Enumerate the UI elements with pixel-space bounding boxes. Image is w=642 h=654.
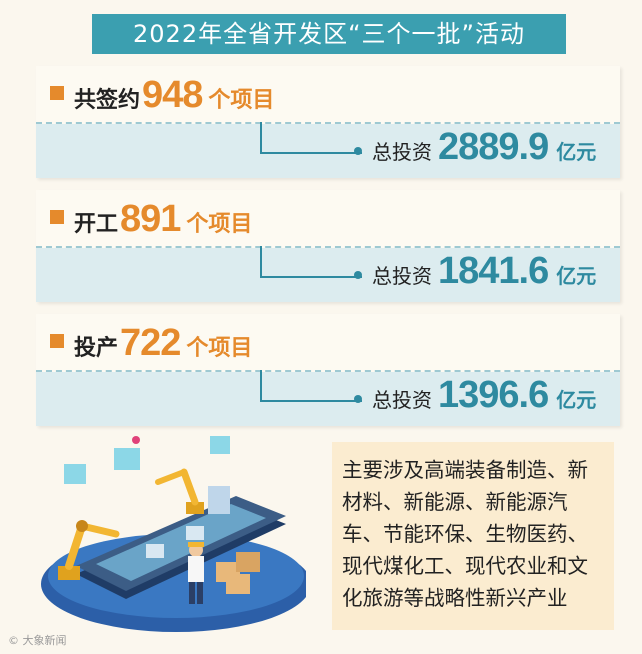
stat-card-signed: 共签约 948 个项目 总投资 2889.9 亿元	[36, 66, 620, 178]
investment-label: 总投资	[372, 140, 432, 164]
watermark-logo: © 大象新闻	[8, 634, 67, 647]
investment-unit: 亿元	[556, 388, 597, 412]
connector-line	[260, 246, 362, 278]
count-unit: 个项目	[186, 336, 253, 361]
investment-value: 1841.6	[438, 250, 549, 292]
investment-line: 总投资 1396.6 亿元	[372, 374, 596, 420]
investment-label: 总投资	[372, 388, 432, 412]
stat-label: 开工	[74, 212, 119, 237]
investment-value: 2889.9	[438, 126, 549, 168]
card-header: 开工 891 个项目	[36, 190, 620, 248]
project-count: 722	[120, 322, 181, 364]
factory-illustration	[41, 436, 306, 632]
industry-section: 主要涉及高端装备制造、新材料、新能源、新能源汽车、节能环保、生物医药、现代煤化工…	[36, 434, 620, 634]
investment-value: 1396.6	[438, 374, 549, 416]
investment-line: 总投资 1841.6 亿元	[372, 250, 596, 296]
connector-dot-icon	[354, 395, 362, 403]
count-line: 投产 722 个项目	[74, 322, 252, 366]
stat-card-production: 投产 722 个项目 总投资 1396.6 亿元	[36, 314, 620, 426]
connector-dot-icon	[354, 271, 362, 279]
count-line: 共签约 948 个项目	[74, 74, 274, 118]
count-unit: 个项目	[186, 212, 253, 237]
project-count: 948	[142, 74, 203, 116]
investment-line: 总投资 2889.9 亿元	[372, 126, 596, 172]
connector-line	[260, 370, 362, 402]
stat-label: 共签约	[74, 88, 141, 113]
stat-card-started: 开工 891 个项目 总投资 1841.6 亿元	[36, 190, 620, 302]
investment-unit: 亿元	[556, 140, 597, 164]
investment-unit: 亿元	[556, 264, 597, 288]
project-count: 891	[120, 198, 181, 240]
connector-dot-icon	[354, 147, 362, 155]
card-header: 投产 722 个项目	[36, 314, 620, 372]
bullet-square-icon	[50, 86, 64, 100]
page-title: 2022年全省开发区“三个一批”活动	[92, 14, 566, 54]
card-header: 共签约 948 个项目	[36, 66, 620, 124]
stat-label: 投产	[74, 336, 119, 361]
bullet-square-icon	[50, 210, 64, 224]
industry-description: 主要涉及高端装备制造、新材料、新能源、新能源汽车、节能环保、生物医药、现代煤化工…	[332, 442, 614, 630]
bullet-square-icon	[50, 334, 64, 348]
connector-line	[260, 122, 362, 154]
count-line: 开工 891 个项目	[74, 198, 252, 242]
count-unit: 个项目	[208, 88, 275, 113]
investment-label: 总投资	[372, 264, 432, 288]
